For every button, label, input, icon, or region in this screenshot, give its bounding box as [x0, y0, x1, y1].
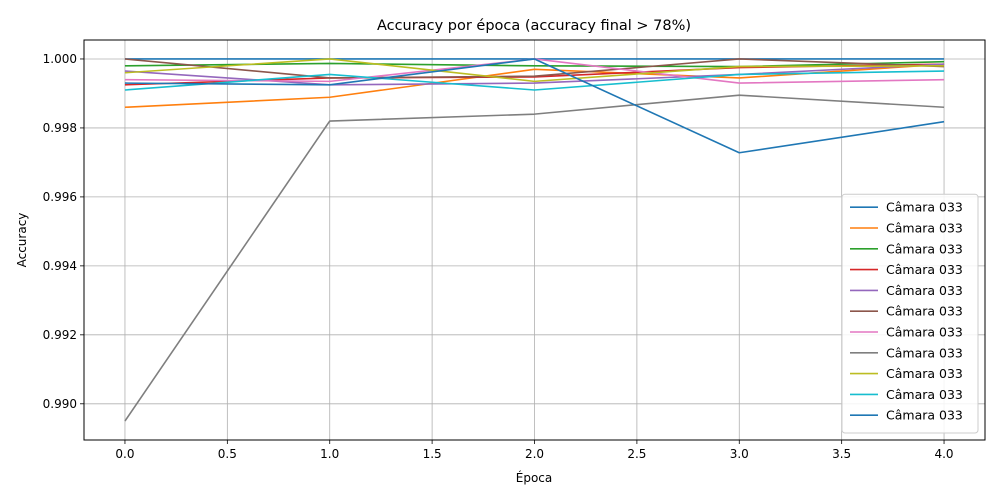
y-tick-label: 0.996 — [43, 190, 77, 204]
legend-label: Câmara 033 — [886, 366, 963, 381]
legend-label: Câmara 033 — [886, 408, 963, 423]
x-tick-label: 0.0 — [115, 447, 134, 461]
y-tick-label: 0.998 — [43, 121, 77, 135]
legend-label: Câmara 033 — [886, 283, 963, 298]
y-axis-title: Accuracy — [15, 213, 29, 268]
x-tick-label: 1.5 — [423, 447, 442, 461]
series-line-9 — [124, 58, 945, 83]
y-tick-label: 1.000 — [43, 52, 77, 66]
x-tick-label: 3.5 — [832, 447, 851, 461]
series-line-6 — [124, 58, 945, 79]
y-tick-label: 0.994 — [43, 259, 77, 273]
x-tick-label: 4.0 — [934, 447, 953, 461]
legend-label: Câmara 033 — [886, 221, 963, 236]
legend: Câmara 033 Câmara 033 Câmara 033 Câmara 033… — [841, 193, 979, 434]
legend-label: Câmara 033 — [886, 200, 963, 215]
x-tick-label: 3.0 — [730, 447, 749, 461]
legend-label: Câmara 033 — [886, 304, 963, 319]
chart-title: Accuracy por época (accuracy final > 78%… — [377, 18, 691, 34]
x-axis-title: Época — [516, 470, 553, 485]
series-line-11 — [124, 58, 945, 154]
legend-label: Câmara 033 — [886, 325, 963, 340]
x-tick-label: 1.0 — [320, 447, 339, 461]
series-line-10 — [124, 70, 945, 91]
x-tick-label: 2.5 — [627, 447, 646, 461]
y-axis-ticks: 0.990 0.992 0.994 0.996 0.998 1.000 — [43, 52, 84, 411]
legend-label: Câmara 033 — [886, 387, 963, 402]
series-line-8 — [124, 94, 945, 422]
y-tick-label: 0.990 — [43, 397, 77, 411]
y-tick-label: 0.992 — [43, 328, 77, 342]
legend-label: Câmara 033 — [886, 262, 963, 277]
x-tick-label: 0.5 — [218, 447, 237, 461]
series-lines — [124, 58, 945, 422]
legend-label: Câmara 033 — [886, 241, 963, 256]
legend-label: Câmara 033 — [886, 345, 963, 360]
x-axis-ticks: 0.0 0.5 1.0 1.5 2.0 2.5 3.0 3.5 4.0 — [115, 440, 954, 461]
x-tick-label: 2.0 — [525, 447, 544, 461]
